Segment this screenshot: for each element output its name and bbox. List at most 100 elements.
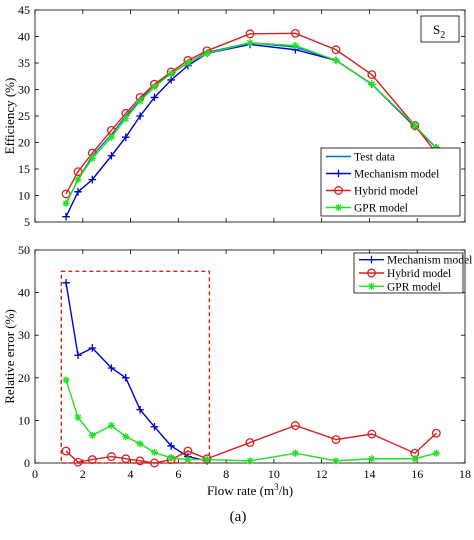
mechanism-model-point-1 (74, 351, 82, 360)
x-tick-label: 6 (175, 467, 181, 481)
gpr-model-point-2 (88, 154, 96, 162)
gpr-model-point-13 (368, 455, 376, 463)
gpr-model-point-9 (203, 49, 211, 58)
legend-label: Hybrid model (354, 186, 418, 198)
legend-label: Hybrid model (387, 268, 451, 280)
hybrid-model-point-6 (149, 458, 159, 468)
x-tick-label: 14 (363, 467, 375, 481)
y-tick-label: 30 (18, 328, 30, 342)
mechanism-model-point-3 (107, 364, 116, 372)
mechanism-model-line (65, 282, 208, 462)
gpr-model-point-7 (167, 70, 175, 78)
y-tick-label: 20 (18, 136, 30, 150)
hybrid-model-point-11 (290, 28, 300, 38)
hybrid-model-point-15 (431, 428, 441, 438)
gpr-model-point-5 (136, 440, 144, 448)
hybrid-model-point-12 (331, 45, 341, 55)
legend-label: Test data (354, 152, 395, 164)
mechanism-model-point-0 (62, 212, 70, 221)
hybrid-model-line (65, 424, 437, 464)
hybrid-model-point-8 (183, 446, 193, 456)
hybrid-model-line (65, 32, 437, 195)
annotation-box (420, 15, 460, 43)
y-tick-label: 35 (18, 56, 30, 70)
x-tick-label: 2 (80, 467, 86, 481)
hybrid-model-point-14 (410, 121, 420, 130)
gpr-model-point-14 (411, 121, 419, 130)
y-tick-label: 30 (18, 83, 30, 97)
gpr-model-point-5 (136, 97, 144, 105)
gpr-model-point-11 (291, 449, 299, 457)
hybrid-model-point-11 (290, 421, 300, 430)
gpr-model-point-3 (107, 421, 116, 430)
figure-caption: (a) (230, 509, 247, 525)
gpr-model-point-0 (62, 199, 70, 208)
efficiency-panel: 5 10 15 20 25 30 35 40 45 Efficiency (%) S2 Test da… (2, 3, 466, 229)
mechanism-model-point-5 (136, 112, 144, 120)
y-tick-label: 45 (18, 3, 30, 17)
hybrid-model-point-0 (61, 189, 71, 199)
y-tick-label: 40 (18, 286, 30, 300)
mechanism-model-point-2 (88, 175, 97, 184)
gpr-model-point-12 (332, 56, 340, 64)
mechanism-model-point-6 (150, 93, 159, 102)
mechanism-model-point-7 (167, 442, 175, 450)
hybrid-model-point-13 (367, 70, 377, 80)
y-axis-label: Relative error (%) (2, 309, 17, 404)
gpr-model-point-8 (184, 455, 192, 464)
gpr-model-point-14 (411, 455, 419, 463)
x-tick-label: 18 (459, 467, 471, 481)
y-tick-label: 20 (18, 371, 30, 385)
x-axis-label: Flow rate (m3/h) (207, 482, 293, 498)
hybrid-model-point-2 (87, 455, 97, 465)
gpr-model-point-3 (107, 133, 116, 141)
gpr-model-point-8 (184, 59, 192, 67)
gpr-model-point-0 (62, 376, 70, 384)
legend-mechanism-model-point-0 (334, 169, 343, 178)
hybrid-model-point-10 (245, 438, 255, 448)
legend-gpr-model-point-0 (367, 282, 376, 290)
mechanism-model-point-6 (150, 422, 159, 431)
x-tick-label: 0 (32, 467, 38, 481)
gpr-model-point-7 (167, 454, 175, 462)
gpr-model-point-4 (122, 432, 130, 441)
y-axis-label: Efficiency (%) (2, 78, 17, 155)
x-tick-label: 10 (268, 467, 280, 481)
legend-label: GPR model (387, 281, 441, 293)
y-tick-label: 25 (18, 109, 30, 123)
gpr-model-point-9 (203, 455, 211, 464)
legend-label: Mechanism model (387, 255, 472, 267)
x-tick-label: 12 (316, 467, 328, 481)
mechanism-model-point-7 (167, 76, 175, 84)
y-tick-label: 50 (18, 243, 30, 257)
x-tick-label: 4 (128, 467, 134, 481)
legend-hybrid-model-point-0 (367, 268, 376, 278)
y-tick-label: 5 (24, 215, 30, 229)
gpr-model-point-4 (122, 115, 130, 123)
mechanism-model-point-1 (74, 187, 82, 196)
x-tick-label: 8 (223, 467, 229, 481)
y-tick-label: 10 (18, 189, 30, 203)
hybrid-model-point-13 (367, 429, 377, 439)
legend-label: Mechanism model (354, 169, 439, 181)
hybrid-model-point-1 (73, 167, 83, 177)
hybrid-model-point-0 (61, 446, 71, 456)
mechanism-model-point-4 (121, 374, 130, 382)
hybrid-model-point-3 (106, 452, 116, 462)
mechanism-model-point-4 (121, 133, 130, 141)
gpr-model-point-6 (150, 448, 159, 456)
mechanism-model-point-3 (107, 151, 116, 160)
legend-label: GPR model (354, 203, 408, 215)
legend-gpr-model-point-0 (334, 203, 343, 212)
gpr-model-point-15 (432, 449, 440, 457)
hybrid-model-point-12 (331, 435, 341, 445)
gpr-model-point-1 (74, 176, 82, 184)
mechanism-model-point-0 (62, 279, 70, 287)
gpr-model-point-13 (368, 80, 376, 88)
y-tick-label: 10 (18, 413, 30, 427)
relative-error-panel: 0 2 4 6 8 10 12 14 16 18 0 10 20 30 40 50 Relative error… (2, 243, 472, 498)
hybrid-model-point-5 (135, 456, 145, 466)
mechanism-model-point-5 (136, 405, 144, 414)
gpr-model-point-6 (150, 83, 159, 91)
gpr-model-point-11 (291, 41, 299, 50)
